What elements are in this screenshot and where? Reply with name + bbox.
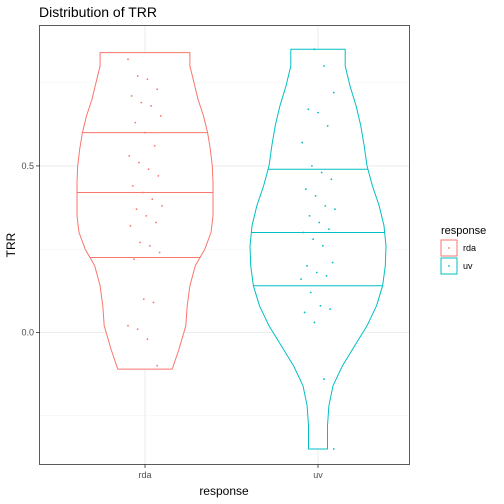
data-point-uv (304, 188, 307, 191)
data-point-rda (153, 145, 156, 147)
data-point-uv (309, 291, 312, 294)
y-axis-title: TRR (4, 232, 18, 257)
legend-key-point-uv (448, 265, 450, 267)
data-point-rda (141, 191, 144, 194)
data-point-rda (155, 221, 157, 224)
data-point-rda (135, 208, 138, 211)
data-point-uv (307, 108, 310, 111)
data-point-uv (312, 238, 315, 241)
data-point-rda (144, 131, 146, 134)
data-point-rda (148, 244, 151, 247)
data-point-uv (300, 278, 302, 281)
data-point-uv (317, 111, 319, 114)
data-point-uv (334, 208, 336, 211)
data-point-uv (301, 141, 304, 144)
x-tick-label: uv (313, 470, 323, 480)
data-point-uv (323, 65, 325, 67)
legend-title: response (441, 225, 486, 237)
data-point-rda (136, 328, 139, 331)
data-point-rda (139, 241, 142, 244)
data-point-uv (319, 304, 322, 307)
data-point-uv (318, 221, 321, 224)
violins (76, 48, 387, 450)
data-point-rda (146, 338, 149, 340)
data-point-uv (326, 125, 329, 127)
axes: 0.0 0.5 rda uv (21, 161, 323, 480)
data-point-rda (127, 324, 129, 327)
data-point-rda (158, 251, 161, 254)
data-point-uv (330, 178, 333, 181)
data-point-rda (128, 155, 131, 157)
data-point-uv (303, 311, 306, 314)
data-point-rda (161, 204, 163, 207)
data-point-uv (302, 231, 305, 234)
violin-rda (76, 52, 214, 370)
data-point-rda (151, 198, 154, 201)
data-point-rda (129, 224, 132, 227)
data-point-rda (156, 364, 159, 367)
data-point-uv (313, 48, 316, 51)
data-point-uv (325, 274, 328, 277)
legend: response rda uv (440, 225, 486, 275)
x-tick-label: rda (138, 470, 151, 480)
data-point-rda (133, 258, 135, 261)
data-point-rda (140, 101, 143, 104)
data-point-uv (320, 171, 323, 174)
legend-label-uv: uv (463, 261, 473, 271)
data-point-rda (131, 184, 134, 187)
legend-label-rda: rda (463, 243, 476, 253)
data-point-rda (145, 214, 148, 217)
data-point-uv (324, 204, 327, 207)
y-tick-label: 0.0 (21, 327, 34, 337)
data-point-uv (323, 378, 325, 380)
data-point-uv (314, 194, 317, 197)
data-point-rda (130, 95, 133, 97)
data-point-rda (136, 75, 139, 77)
data-point-rda (147, 168, 150, 171)
data-point-rda (146, 78, 149, 81)
data-point-uv (328, 228, 330, 231)
data-point-rda (157, 174, 160, 177)
y-tick-label: 0.5 (21, 161, 34, 171)
data-point-rda (142, 298, 145, 301)
data-point-rda (150, 105, 152, 107)
legend-key-point-rda (448, 247, 450, 249)
data-point-uv (306, 264, 308, 267)
x-axis-title: response (199, 484, 249, 498)
chart-title: Distribution of TRR (39, 4, 157, 20)
data-point-rda (156, 88, 159, 91)
data-point-rda (127, 58, 129, 61)
data-point-uv (332, 448, 335, 450)
data-point-uv (315, 271, 318, 274)
data-point-uv (311, 164, 313, 167)
data-point-uv (321, 244, 324, 247)
data-point-rda (159, 115, 162, 117)
data-point-uv (313, 321, 316, 324)
data-point-uv (332, 91, 335, 94)
data-point-rda (152, 301, 155, 304)
data-point-rda (138, 161, 140, 164)
data-point-uv (331, 261, 334, 264)
data-point-rda (134, 121, 137, 124)
data-point-uv (308, 214, 311, 217)
violin-uv (249, 48, 387, 450)
data-point-uv (329, 308, 332, 311)
